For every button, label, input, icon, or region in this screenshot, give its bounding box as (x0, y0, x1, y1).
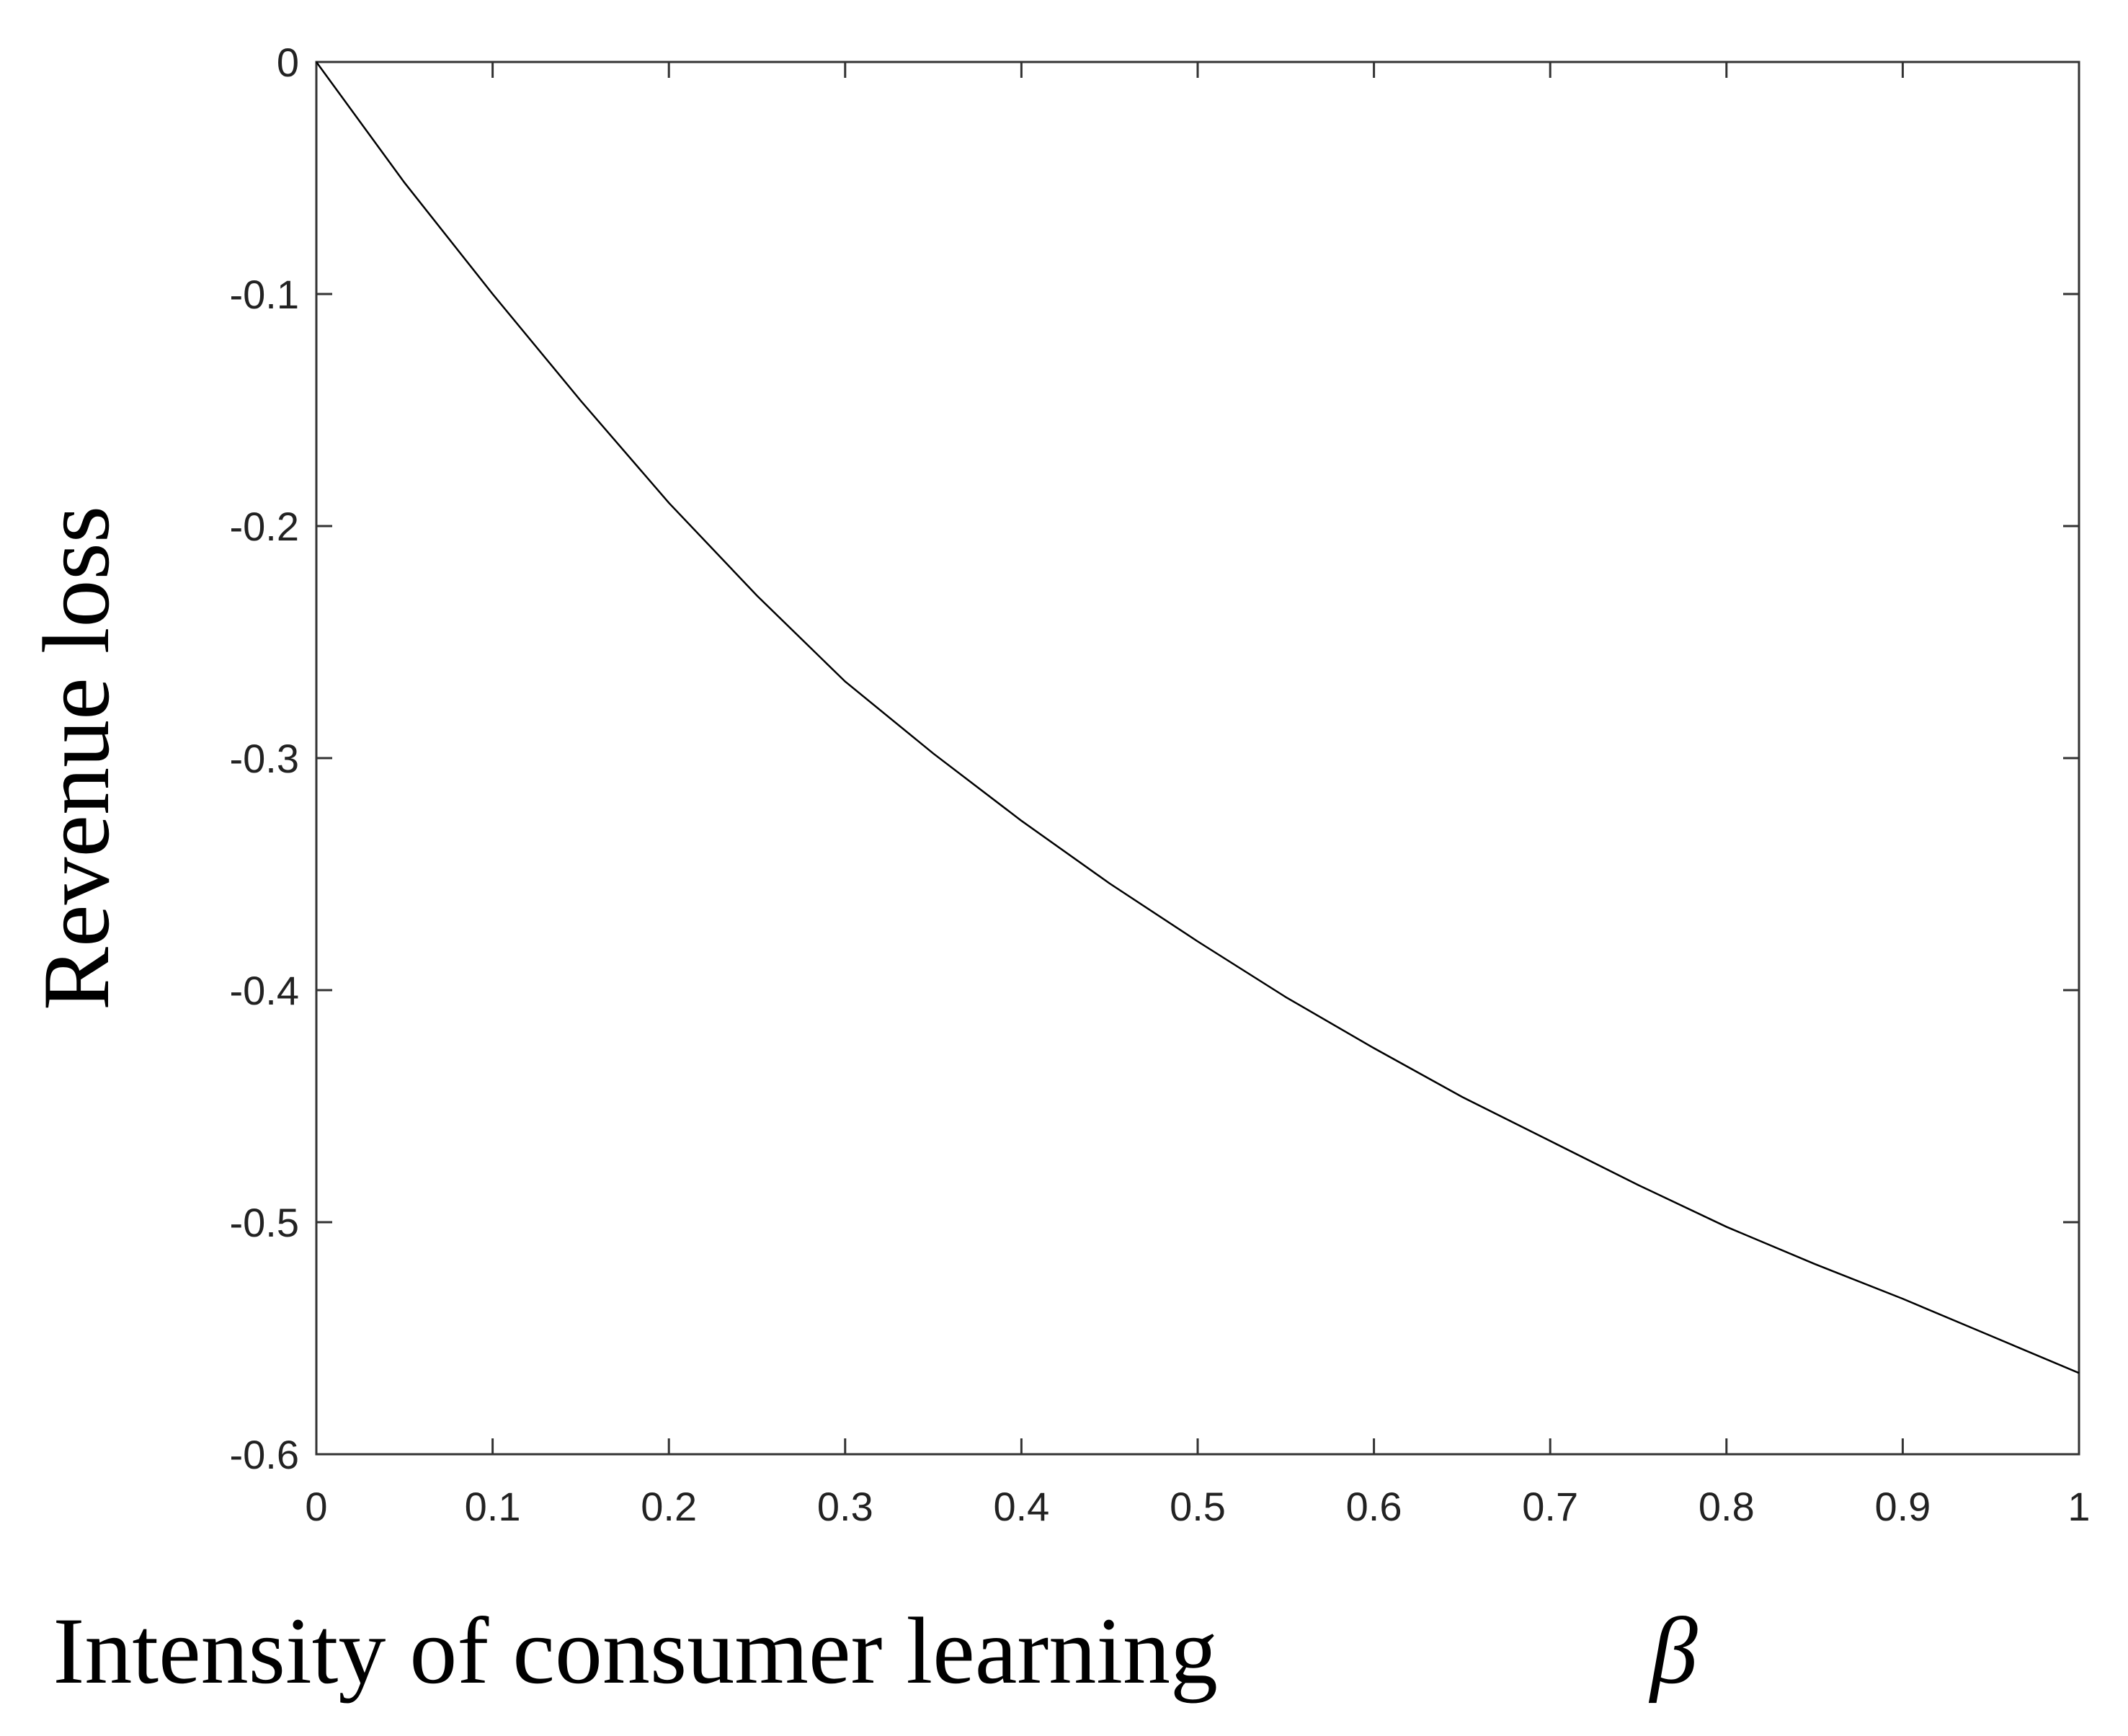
data-line (315, 61, 2080, 1374)
x-tick-label: 0.1 (465, 1484, 521, 1529)
y-tick-label: -0.3 (230, 736, 300, 781)
x-axis-label: Intensity of consumer learning (53, 1598, 1218, 1704)
y-axis-label: Revenue loss (23, 506, 129, 1010)
y-tick-label: -0.2 (230, 504, 300, 549)
y-tick-label: 0 (277, 40, 299, 85)
y-tick-label: -0.5 (230, 1200, 300, 1245)
x-tick-label: 0.8 (1699, 1484, 1755, 1529)
x-tick-label: 0.6 (1346, 1484, 1402, 1529)
y-tick-label: -0.6 (230, 1432, 300, 1477)
x-tick-label: 0.9 (1874, 1484, 1931, 1529)
plot-frame (315, 61, 2080, 1456)
y-tick-label: -0.4 (230, 968, 300, 1013)
x-tick-label: 0.2 (641, 1484, 697, 1529)
y-tick-label: -0.1 (230, 272, 300, 317)
x-tick-label: 0.7 (1522, 1484, 1578, 1529)
x-tick-label: 1 (2067, 1484, 2090, 1529)
x-tick-label: 0.5 (1170, 1484, 1226, 1529)
x-axis-symbol: β (1648, 1598, 1698, 1704)
x-tick-label: 0.4 (993, 1484, 1049, 1529)
x-tick-label: 0.3 (817, 1484, 873, 1529)
x-tick-label: 0 (305, 1484, 327, 1529)
